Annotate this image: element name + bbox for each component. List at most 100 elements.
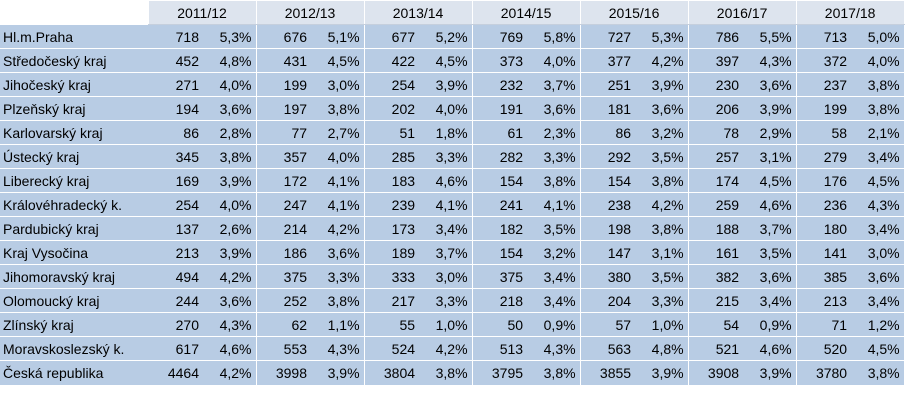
region-name: Pardubický kraj bbox=[0, 216, 148, 241]
region-name: Ústecký kraj bbox=[0, 144, 148, 169]
data-table: 2011/12 2012/13 2013/14 2014/15 2015/16 2016/… bbox=[0, 0, 905, 385]
table-row: Olomoucký kraj 244 3,6% 252 3,8% 217 3,3% 218 3,… bbox=[0, 288, 905, 313]
percent-cell: 5,1% bbox=[313, 24, 365, 49]
table-row: Zlínský kraj 270 4,3% 62 1,1% 55 1,0% 50 0,9% 57 1… bbox=[0, 312, 905, 337]
percent-cell: 5,3% bbox=[637, 24, 689, 49]
percent-cell: 4,1% bbox=[529, 192, 581, 217]
percent-cell: 3,3% bbox=[421, 144, 473, 169]
percent-cell: 4,3% bbox=[313, 336, 365, 361]
percent-cell: 4,6% bbox=[745, 336, 797, 361]
count-cell: 241 bbox=[472, 192, 530, 217]
count-cell: 199 bbox=[256, 72, 314, 97]
count-cell: 237 bbox=[796, 72, 854, 97]
count-cell: 174 bbox=[688, 168, 746, 193]
column-header: 2017/18 bbox=[795, 0, 905, 25]
table-row: Ústecký kraj 345 3,8% 357 4,0% 285 3,3% 282 3,3%… bbox=[0, 144, 905, 169]
count-cell: 198 bbox=[580, 216, 638, 241]
percent-cell: 4,0% bbox=[205, 192, 257, 217]
count-cell: 373 bbox=[472, 48, 530, 73]
count-cell: 617 bbox=[148, 336, 205, 361]
percent-cell: 4,3% bbox=[205, 312, 257, 337]
count-cell: 169 bbox=[148, 168, 205, 193]
percent-cell: 4,8% bbox=[205, 48, 257, 73]
percent-cell: 3,8% bbox=[637, 216, 689, 241]
table-row: Jihočeský kraj 271 4,0% 199 3,0% 254 3,9% 232 3,… bbox=[0, 72, 905, 97]
count-cell: 524 bbox=[364, 336, 422, 361]
count-cell: 236 bbox=[796, 192, 854, 217]
percent-cell: 4,1% bbox=[313, 192, 365, 217]
count-cell: 247 bbox=[256, 192, 314, 217]
percent-cell: 4,3% bbox=[529, 336, 581, 361]
region-name: Liberecký kraj bbox=[0, 168, 148, 193]
percent-cell: 3,6% bbox=[205, 288, 257, 313]
count-cell: 375 bbox=[256, 264, 314, 289]
region-name: Zlínský kraj bbox=[0, 312, 148, 337]
count-cell: 239 bbox=[364, 192, 422, 217]
count-cell: 397 bbox=[688, 48, 746, 73]
table-row: Kraj Vysočina 213 3,9% 186 3,6% 189 3,7% 154 3,2… bbox=[0, 240, 905, 265]
table-row: Plzeňský kraj 194 3,6% 197 3,8% 202 4,0% 191 3,6… bbox=[0, 96, 905, 121]
count-cell: 186 bbox=[256, 240, 314, 265]
count-cell: 3908 bbox=[688, 360, 746, 385]
count-cell: 292 bbox=[580, 144, 638, 169]
percent-cell: 3,6% bbox=[745, 264, 797, 289]
count-cell: 176 bbox=[796, 168, 854, 193]
table-row: Pardubický kraj 137 2,6% 214 4,2% 173 3,4% 182 3… bbox=[0, 216, 905, 241]
count-cell: 3795 bbox=[472, 360, 530, 385]
percent-cell: 4,2% bbox=[313, 216, 365, 241]
count-cell: 285 bbox=[364, 144, 422, 169]
column-header: 2016/17 bbox=[687, 0, 797, 25]
column-header: 2011/12 bbox=[147, 0, 257, 25]
percent-cell: 3,8% bbox=[421, 360, 473, 385]
percent-cell: 3,9% bbox=[745, 96, 797, 121]
percent-cell: 3,8% bbox=[313, 96, 365, 121]
percent-cell: 4,1% bbox=[313, 168, 365, 193]
percent-cell: 4,2% bbox=[205, 360, 257, 385]
count-cell: 563 bbox=[580, 336, 638, 361]
count-cell: 3998 bbox=[256, 360, 314, 385]
percent-cell: 4,0% bbox=[853, 48, 905, 73]
column-header: 2012/13 bbox=[255, 0, 365, 25]
percent-cell: 3,0% bbox=[421, 264, 473, 289]
region-name: Jihočeský kraj bbox=[0, 72, 148, 97]
count-cell: 333 bbox=[364, 264, 422, 289]
count-cell: 4464 bbox=[148, 360, 205, 385]
percent-cell: 3,4% bbox=[421, 216, 473, 241]
count-cell: 553 bbox=[256, 336, 314, 361]
count-cell: 238 bbox=[580, 192, 638, 217]
column-header: 2014/15 bbox=[471, 0, 581, 25]
percent-cell: 3,5% bbox=[745, 240, 797, 265]
table-row: Královéhradecký k. 254 4,0% 247 4,1% 239 4,1% 2… bbox=[0, 192, 905, 217]
percent-cell: 3,4% bbox=[745, 288, 797, 313]
table-row: Moravskoslezský k. 617 4,6% 553 4,3% 524 4,2% 5… bbox=[0, 336, 905, 361]
percent-cell: 3,4% bbox=[853, 288, 905, 313]
percent-cell: 3,7% bbox=[529, 72, 581, 97]
percent-cell: 3,2% bbox=[637, 120, 689, 145]
column-header: 2015/16 bbox=[579, 0, 689, 25]
percent-cell: 3,7% bbox=[745, 216, 797, 241]
column-header: 2013/14 bbox=[363, 0, 473, 25]
percent-cell: 3,9% bbox=[205, 240, 257, 265]
percent-cell: 3,9% bbox=[205, 168, 257, 193]
count-cell: 215 bbox=[688, 288, 746, 313]
count-cell: 727 bbox=[580, 24, 638, 49]
region-name: Královéhradecký k. bbox=[0, 192, 148, 217]
count-cell: 345 bbox=[148, 144, 205, 169]
region-name: Kraj Vysočina bbox=[0, 240, 148, 265]
percent-cell: 1,1% bbox=[313, 312, 365, 337]
percent-cell: 3,1% bbox=[745, 144, 797, 169]
region-name: Česká republika bbox=[0, 360, 148, 385]
count-cell: 279 bbox=[796, 144, 854, 169]
percent-cell: 2,6% bbox=[205, 216, 257, 241]
count-cell: 677 bbox=[364, 24, 422, 49]
count-cell: 357 bbox=[256, 144, 314, 169]
percent-cell: 4,5% bbox=[313, 48, 365, 73]
count-cell: 259 bbox=[688, 192, 746, 217]
percent-cell: 3,7% bbox=[421, 240, 473, 265]
percent-cell: 3,3% bbox=[529, 144, 581, 169]
count-cell: 154 bbox=[580, 168, 638, 193]
percent-cell: 4,5% bbox=[421, 48, 473, 73]
count-cell: 77 bbox=[256, 120, 314, 145]
count-cell: 141 bbox=[796, 240, 854, 265]
percent-cell: 5,5% bbox=[745, 24, 797, 49]
